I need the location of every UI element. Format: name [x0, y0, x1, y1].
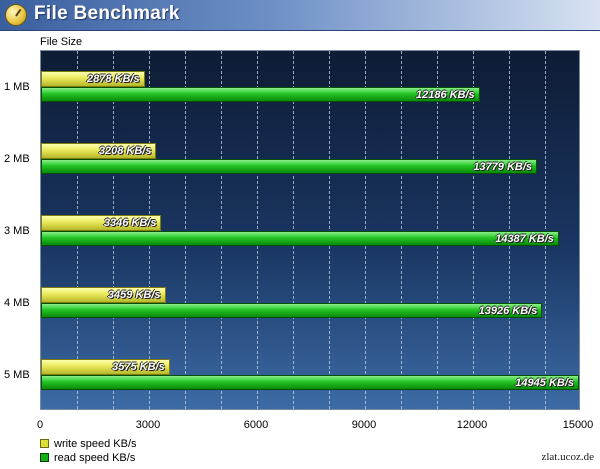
gridline [401, 51, 402, 409]
legend: write speed KB/s read speed KB/s [40, 437, 137, 465]
y-axis-title: File Size [40, 36, 83, 48]
gridline [257, 51, 258, 409]
gridline [437, 51, 438, 409]
window-title: File Benchmark [34, 3, 180, 24]
title-bar: File Benchmark [0, 0, 600, 31]
data-label-write-1: 2878 KB/s [87, 73, 140, 85]
bar-write-1: 2878 KB/s [41, 71, 145, 87]
bar-write-3: 3346 KB/s [41, 215, 162, 231]
data-label-read-2: 13779 KB/s [473, 161, 533, 173]
gridline [329, 51, 330, 409]
data-label-write-2: 3208 KB/s [98, 145, 152, 157]
bar-read-4: 13926 KB/s [41, 303, 543, 318]
gridline [185, 51, 186, 409]
x-tick-label: 15000 [562, 419, 594, 431]
x-tick-label: 6000 [243, 419, 269, 431]
data-label-write-3: 3346 KB/s [103, 217, 157, 229]
gridline [221, 51, 222, 409]
gridline [365, 51, 366, 409]
bar-read-2: 13779 KB/s [41, 159, 538, 174]
legend-label-read: read speed KB/s [54, 452, 136, 464]
bar-read-1: 12186 KB/s [41, 87, 480, 102]
gridline [509, 51, 510, 409]
data-label-read-1: 12186 KB/s [415, 89, 475, 101]
legend-item-write: write speed KB/s [40, 437, 137, 451]
y-tick-label: 2 MB [4, 153, 30, 165]
data-label-write-4: 3459 KB/s [107, 289, 161, 301]
y-tick-label: 1 MB [4, 81, 30, 93]
data-label-read-5: 14945 KB/s [515, 377, 575, 389]
bar-read-3: 14387 KB/s [41, 231, 559, 246]
x-tick-label: 12000 [456, 419, 488, 431]
bar-read-5: 14945 KB/s [41, 375, 580, 390]
y-tick-label: 4 MB [4, 297, 30, 309]
y-tick-label: 3 MB [4, 225, 30, 237]
legend-swatch-read [40, 453, 49, 462]
gridline [545, 51, 546, 409]
legend-label-write: write speed KB/s [54, 438, 137, 450]
watermark: zlat.ucoz.de [541, 451, 594, 463]
plot-area: 2878 KB/s 12186 KB/s 3208 KB/s 13779 KB/s 33… [40, 50, 580, 410]
legend-swatch-write [40, 439, 49, 448]
x-tick-label: 9000 [351, 419, 377, 431]
y-tick-label: 5 MB [4, 369, 30, 381]
bar-write-4: 3459 KB/s [41, 287, 166, 303]
data-label-write-5: 3575 KB/s [112, 361, 165, 373]
bar-write-5: 3575 KB/s [41, 359, 170, 375]
x-tick-label: 0 [36, 419, 44, 431]
stopwatch-icon [5, 4, 27, 26]
bar-write-2: 3208 KB/s [41, 143, 157, 159]
legend-item-read: read speed KB/s [40, 451, 137, 465]
x-tick-label: 3000 [135, 419, 161, 431]
gridline [293, 51, 294, 409]
gridline [473, 51, 474, 409]
data-label-read-3: 14387 KB/s [495, 233, 554, 245]
data-label-read-4: 13926 KB/s [478, 305, 538, 317]
